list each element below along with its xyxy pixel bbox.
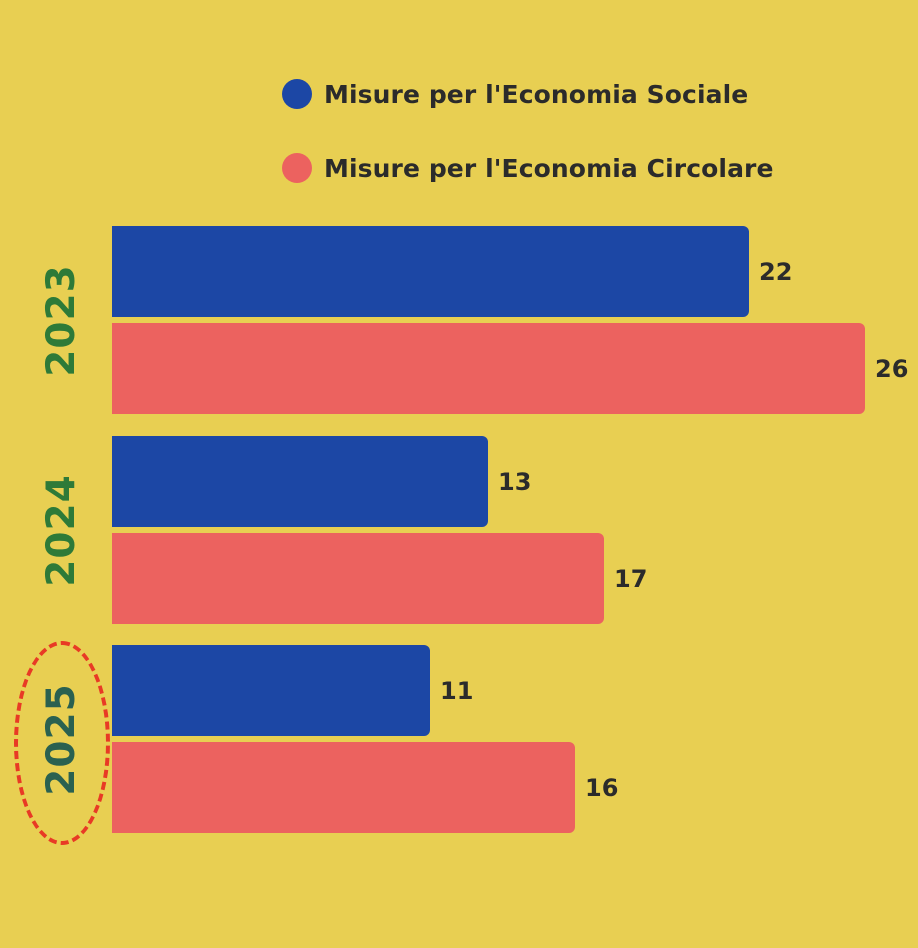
bar-row-circolare: 17 <box>112 533 647 624</box>
bar-circolare <box>112 533 604 624</box>
group-2024: 2024 13 17 <box>0 436 918 624</box>
group-2023: 2023 22 26 <box>0 226 918 414</box>
bar-value-sociale: 22 <box>759 257 793 286</box>
chart-legend: Misure per l'Economia Sociale Misure per… <box>282 74 774 222</box>
bar-sociale <box>112 645 430 736</box>
legend-label-sociale: Misure per l'Economia Sociale <box>324 79 749 109</box>
bar-row-sociale: 13 <box>112 436 531 527</box>
bar-value-sociale: 11 <box>440 676 474 705</box>
year-label: 2023 <box>26 226 96 414</box>
bar-value-circolare: 16 <box>585 773 619 802</box>
bar-row-sociale: 22 <box>112 226 792 317</box>
legend-item-circolare: Misure per l'Economia Circolare <box>282 148 774 188</box>
bar-row-sociale: 11 <box>112 645 473 736</box>
bar-value-circolare: 26 <box>875 354 909 383</box>
year-label: 2025 <box>26 645 96 833</box>
bar-circolare <box>112 742 575 833</box>
bar-value-circolare: 17 <box>614 564 648 593</box>
bar-circolare <box>112 323 865 414</box>
legend-dot-sociale-icon <box>282 79 312 109</box>
year-text: 2025 <box>38 682 84 796</box>
legend-item-sociale: Misure per l'Economia Sociale <box>282 74 774 114</box>
bar-sociale <box>112 436 488 527</box>
bar-value-sociale: 13 <box>498 467 532 496</box>
legend-label-circolare: Misure per l'Economia Circolare <box>324 153 774 183</box>
bar-row-circolare: 16 <box>112 742 618 833</box>
bar-row-circolare: 26 <box>112 323 908 414</box>
group-2025: 2025 11 16 <box>0 641 918 845</box>
bar-sociale <box>112 226 749 317</box>
legend-dot-circolare-icon <box>282 153 312 183</box>
year-label: 2024 <box>26 436 96 624</box>
highlight-dashed-ellipse <box>14 641 110 845</box>
year-text: 2023 <box>38 263 84 377</box>
year-text: 2024 <box>38 473 84 587</box>
